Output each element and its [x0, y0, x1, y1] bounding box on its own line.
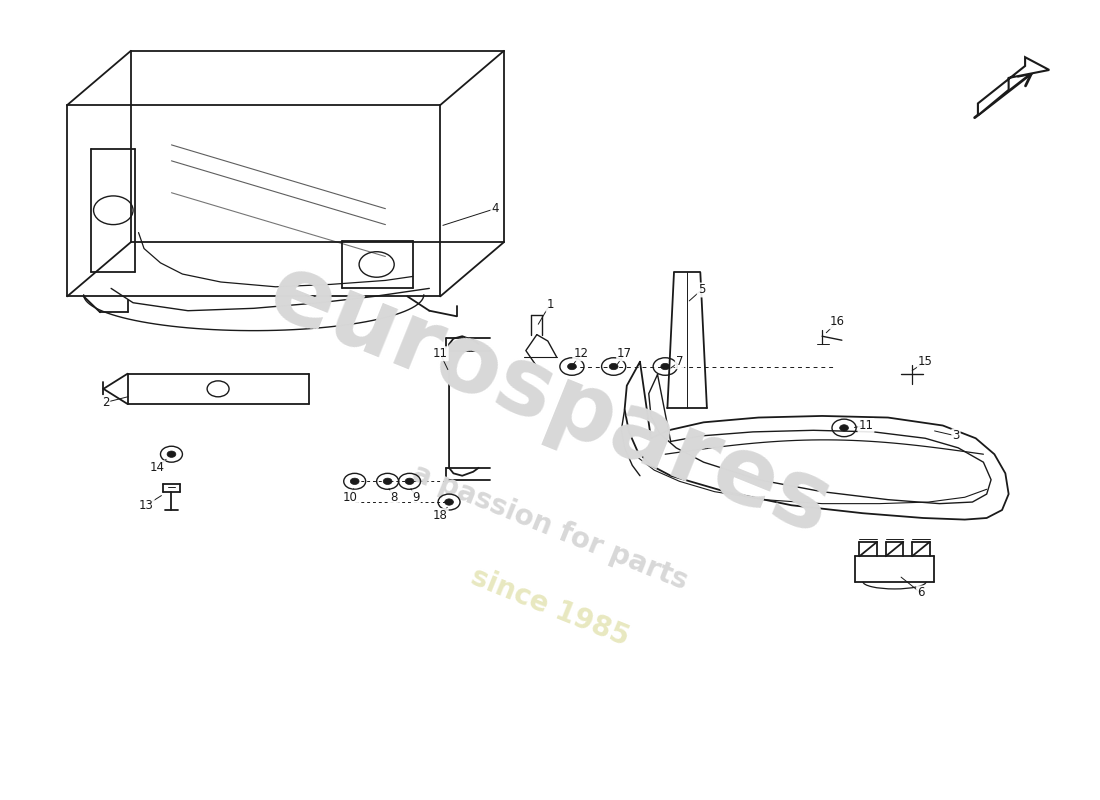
Circle shape [350, 478, 359, 485]
Polygon shape [978, 57, 1049, 115]
Circle shape [167, 451, 176, 458]
Text: 2: 2 [102, 396, 109, 409]
Text: 13: 13 [139, 498, 154, 512]
Text: 9: 9 [412, 490, 420, 504]
Circle shape [661, 363, 670, 370]
Text: 12: 12 [573, 347, 588, 360]
Text: 16: 16 [830, 315, 845, 328]
Text: 18: 18 [432, 509, 448, 522]
Circle shape [405, 478, 414, 485]
Text: a passion for parts: a passion for parts [408, 459, 692, 596]
Text: 3: 3 [953, 430, 959, 442]
Text: 11: 11 [432, 347, 448, 360]
Text: 8: 8 [390, 490, 398, 504]
Circle shape [568, 363, 576, 370]
Text: 1: 1 [547, 298, 553, 311]
Text: 17: 17 [617, 347, 632, 360]
Text: 4: 4 [492, 202, 499, 215]
Circle shape [444, 499, 453, 506]
Text: 10: 10 [343, 490, 358, 504]
Circle shape [383, 478, 392, 485]
Text: eurospares: eurospares [256, 246, 844, 554]
Text: since 1985: since 1985 [466, 562, 634, 652]
Text: 14: 14 [150, 462, 165, 474]
Circle shape [839, 425, 848, 431]
Circle shape [609, 363, 618, 370]
Text: 11: 11 [858, 419, 873, 432]
Text: 5: 5 [697, 283, 705, 297]
Text: 6: 6 [917, 586, 925, 599]
Text: 7: 7 [675, 355, 683, 368]
Text: 15: 15 [917, 355, 933, 368]
